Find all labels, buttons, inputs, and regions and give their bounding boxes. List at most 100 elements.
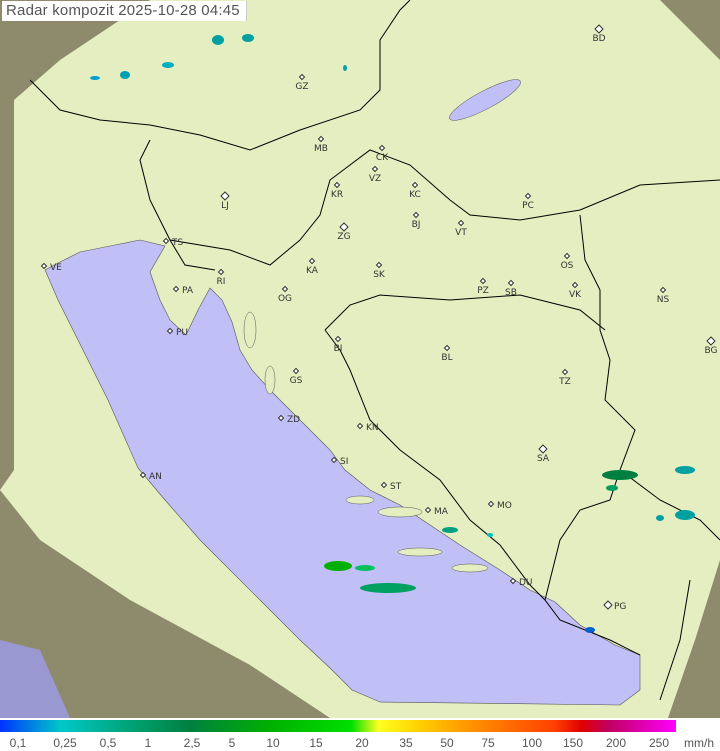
city-label-pc: PC (522, 201, 534, 211)
rain-echo (656, 515, 664, 521)
city-label-zd: ZD (287, 415, 300, 425)
rain-echo (90, 76, 100, 80)
legend-tick: 15 (309, 736, 323, 750)
city-label-mb: MB (314, 144, 328, 154)
city-label-pu: PU (176, 328, 188, 338)
city-marker-icon (298, 73, 306, 81)
legend-tick: 75 (481, 736, 495, 750)
city-marker-icon (330, 456, 338, 464)
city-marker-icon (509, 577, 517, 585)
city-marker-icon (356, 422, 364, 430)
rain-echo (606, 485, 618, 491)
city-marker-icon (507, 279, 515, 287)
legend-tick: 250 (648, 736, 670, 750)
city-marker-icon (40, 262, 48, 270)
city-label-du: DU (519, 578, 533, 588)
map-title: Radar kompozit 2025-10-28 04:45 (2, 1, 247, 21)
city-label-kn: KN (366, 423, 379, 433)
city-label-ns: NS (657, 295, 670, 305)
legend-unit: mm/h (684, 736, 714, 750)
city-label-bd: BD (592, 34, 605, 44)
city-label-an: AN (149, 472, 162, 482)
city-label-bi: BI (334, 344, 343, 354)
city-label-og: OG (278, 294, 292, 304)
city-label-pg: PG (614, 602, 626, 612)
legend-tick: 100 (521, 736, 543, 750)
rain-echo (242, 34, 254, 42)
city-marker-icon (308, 257, 316, 265)
city-marker-icon (563, 252, 571, 260)
city-label-ri: RI (217, 277, 226, 287)
city-label-pa: PA (182, 286, 194, 296)
rain-echo (120, 71, 130, 79)
city-label-os: OS (561, 261, 574, 271)
rain-echo (324, 561, 352, 571)
city-label-si: SI (340, 457, 348, 467)
city-label-sb: SB (505, 288, 517, 298)
city-marker-icon (706, 336, 716, 346)
city-label-bj: BJ (412, 220, 421, 230)
rain-echo (487, 533, 493, 537)
legend-tick: 0,1 (9, 736, 27, 750)
city-marker-icon (220, 191, 230, 201)
city-label-ma: MA (434, 507, 449, 517)
legend-tick: 0,25 (53, 736, 77, 750)
city-marker-icon (378, 144, 386, 152)
city-label-kc: KC (409, 190, 421, 200)
city-marker-icon (659, 286, 667, 294)
city-marker-icon (594, 24, 604, 34)
rain-echo (585, 627, 595, 633)
city-marker-icon (380, 481, 388, 489)
rain-echo (212, 35, 224, 45)
city-marker-icon (524, 192, 532, 200)
country-borders (29, 0, 720, 701)
city-marker-icon (411, 181, 419, 189)
city-label-kr: KR (331, 190, 343, 200)
islands (243, 311, 489, 573)
city-marker-icon (443, 344, 451, 352)
city-marker-icon (281, 285, 289, 293)
city-label-pz: PZ (477, 286, 489, 296)
city-label-tz: TZ (558, 377, 571, 387)
legend-tick: 20 (355, 736, 369, 750)
city-label-bg: BG (705, 346, 718, 356)
city-marker-icon (333, 181, 341, 189)
rain-echo (355, 565, 375, 571)
city-marker-icon (412, 211, 420, 219)
city-marker-icon (317, 135, 325, 143)
rain-echo (162, 62, 174, 68)
city-label-ts: TS (171, 238, 183, 248)
city-label-zg: ZG (337, 232, 350, 242)
rain-echo (343, 65, 347, 71)
legend-tick: 1 (144, 736, 152, 750)
city-label-st: ST (390, 482, 402, 492)
legend-tick: 0,5 (99, 736, 117, 750)
legend-tick: 5 (228, 736, 236, 750)
city-label-gz: GZ (295, 82, 308, 92)
city-marker-icon (292, 367, 300, 375)
city-label-ck: CK (376, 153, 389, 163)
legend-tick: 200 (605, 736, 627, 750)
city-marker-icon (424, 506, 432, 514)
legend-tick: 50 (440, 736, 454, 750)
city-marker-icon (571, 281, 579, 289)
city-label-vz: VZ (369, 174, 381, 184)
city-label-vt: VT (455, 228, 467, 238)
city-marker-icon (339, 222, 349, 232)
city-marker-icon (172, 285, 180, 293)
rain-echo (675, 510, 695, 520)
legend-tick: 150 (562, 736, 584, 750)
legend-tick: 35 (399, 736, 413, 750)
city-marker-icon (277, 414, 285, 422)
city-label-vk: VK (569, 290, 582, 300)
city-label-sa: SA (537, 454, 550, 464)
city-marker-icon (457, 219, 465, 227)
precipitation-legend: 0,1 0,25 0,5 1 2,5 5 10 15 20 35 50 75 100 150 200 250 m… (0, 718, 720, 751)
city-label-ka: KA (306, 266, 319, 276)
rain-echo (360, 583, 416, 593)
city-label-ve: VE (50, 263, 62, 273)
rain-echo (675, 466, 695, 474)
city-marker-icon (479, 277, 487, 285)
radar-map: BD GZ MB CK VZ KR KC PC LJ ZG BJ VT TS VE KA SK OS RI PA OG… (0, 0, 720, 718)
